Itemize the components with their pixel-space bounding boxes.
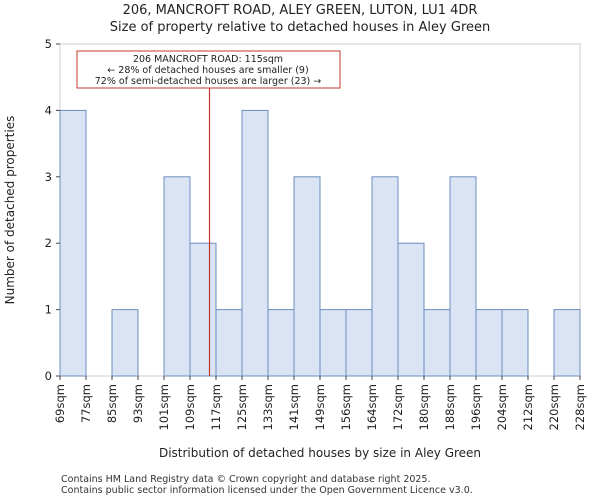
footer-line-2: Contains public sector information licen… [61,485,473,496]
annotation-line-3: 72% of semi-detached houses are larger (… [95,76,322,87]
bar-69sqm [59,109,87,377]
x-tick-label: 101sqm [157,384,171,430]
annotation-border [76,50,341,89]
chart-title: 206, MANCROFT ROAD, ALEY GREEN, LUTON, L… [123,3,478,18]
bar-164sqm [371,176,399,377]
x-tick-label: 117sqm [209,384,223,430]
x-tick-label: 77sqm [79,384,93,423]
x-tick-label: 204sqm [495,384,509,430]
bar-125sqm [241,109,269,377]
x-tick-label: 133sqm [261,384,275,430]
bar-141sqm [293,176,321,377]
footer-line-1: Contains HM Land Registry data © Crown c… [61,474,431,485]
y-tick-label: 4 [45,103,52,117]
y-tick-label: 1 [45,303,52,317]
x-tick-label: 156sqm [339,384,353,430]
y-tick-label: 5 [45,37,52,51]
x-tick-label: 188sqm [443,384,457,430]
bar-101sqm [163,176,191,377]
annotation-box: 206 MANCROFT ROAD: 115sqm ← 28% of detac… [76,50,341,89]
y-axis-label: Number of detached properties [3,116,17,305]
y-tick-label: 3 [45,170,52,184]
x-tick-label: 141sqm [287,384,301,430]
x-tick-label: 220sqm [547,384,561,430]
x-tick-label: 149sqm [313,384,327,430]
bar-180sqm [423,309,451,377]
x-tick-label: 196sqm [469,384,483,430]
x-tick-label: 212sqm [521,384,535,430]
x-tick-label: 85sqm [105,384,119,423]
bar-85sqm [111,309,139,377]
annotation-line-1: 206 MANCROFT ROAD: 115sqm [133,54,283,65]
y-tick-label: 2 [45,236,52,250]
x-tick-label: 69sqm [53,384,67,423]
x-tick-label: 164sqm [365,384,379,430]
chart-subtitle: Size of property relative to detached ho… [110,20,491,35]
annotation-line-2: ← 28% of detached houses are smaller (9) [107,65,308,76]
bar-196sqm [475,309,503,377]
bar-109sqm [189,242,217,377]
x-tick-label: 93sqm [131,384,145,423]
x-tick-label: 228sqm [573,384,587,430]
x-tick-label: 180sqm [417,384,431,430]
bar-117sqm [215,309,243,377]
x-axis-label: Distribution of detached houses by size … [159,446,481,460]
x-tick-label: 172sqm [391,384,405,430]
bar-172sqm [397,242,425,377]
bar-156sqm [345,309,373,377]
bar-188sqm [449,176,477,377]
bar-149sqm [319,309,347,377]
y-tick-label: 0 [45,369,52,383]
bar-133sqm [267,309,295,377]
x-tick-label: 109sqm [183,384,197,430]
x-tick-label: 125sqm [235,384,249,430]
bar-220sqm [553,309,581,377]
bar-204sqm [501,309,529,377]
